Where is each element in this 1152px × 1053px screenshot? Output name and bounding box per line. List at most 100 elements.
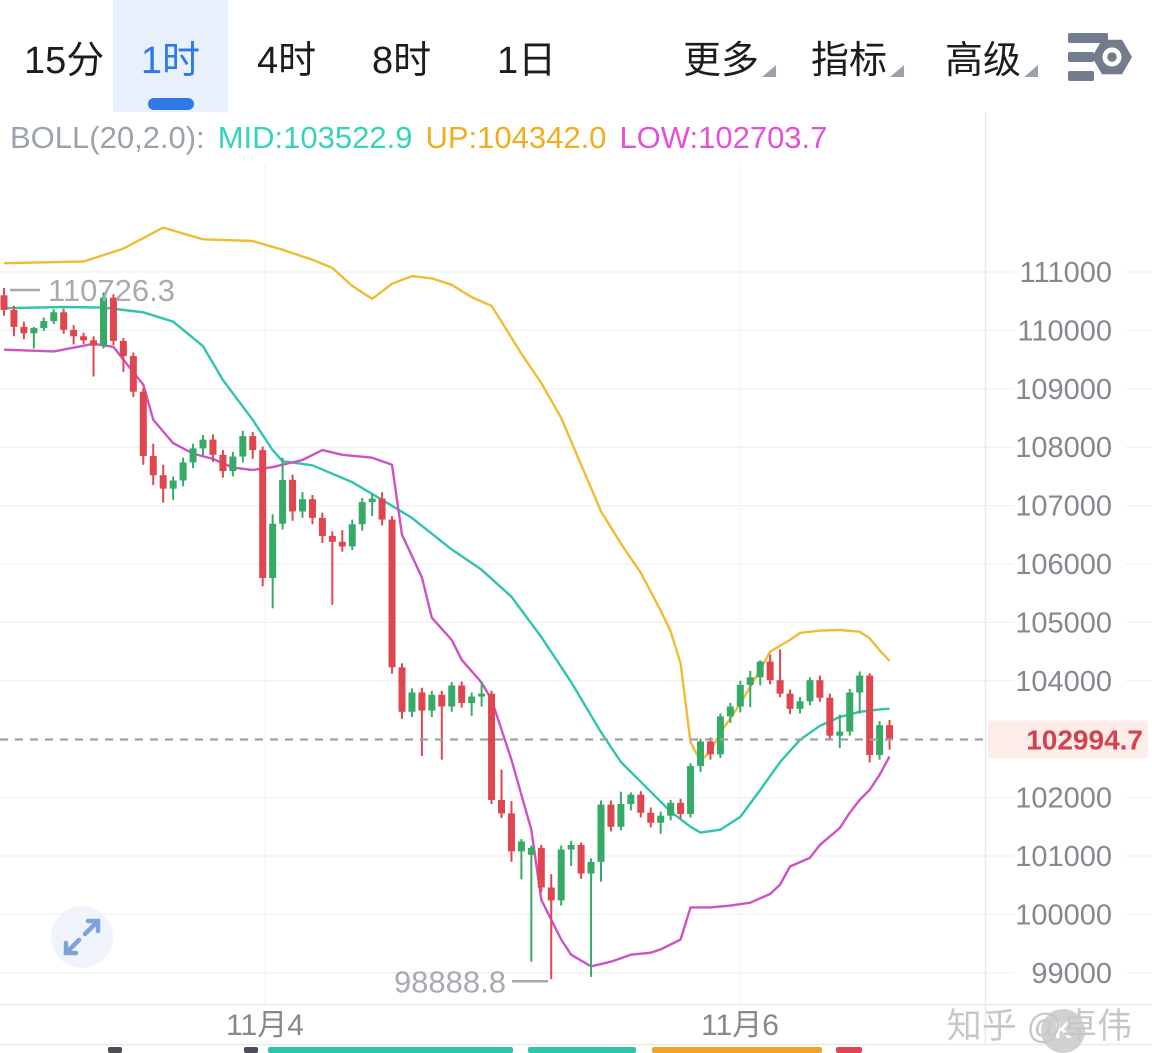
candle-body [60, 312, 68, 330]
timeframe-tabbar: 15分 1时 4时 8时 1日 更多 指标 高级 [0, 0, 1152, 112]
candle-body [726, 706, 734, 717]
chart-settings-button[interactable] [1066, 26, 1138, 90]
clipped-volume-row-fragment [652, 1047, 822, 1053]
boll-legend-row: BOLL(20,2.0): MID:103522.9 UP:104342.0 L… [10, 112, 827, 164]
expand-arrows-icon [63, 918, 101, 956]
candle-body [209, 439, 217, 455]
candle-body [886, 725, 894, 740]
tick-label-bg [1014, 663, 1126, 698]
candle-body [736, 684, 744, 707]
tick-label-bg [1014, 780, 1126, 815]
dropdown-caret-icon [890, 65, 905, 77]
tab-1hour[interactable]: 1时 [113, 0, 228, 112]
y-axis-tick-label: 102000 [1015, 783, 1112, 815]
candle-body [697, 741, 704, 767]
candle-body [677, 802, 685, 814]
candle-body [318, 517, 326, 536]
candle-body [478, 693, 486, 697]
candle-body [20, 326, 28, 334]
candle-body [587, 861, 595, 874]
candle-body [70, 329, 78, 337]
candle-body [259, 450, 267, 579]
fullscreen-button[interactable] [51, 906, 113, 968]
candle-body [706, 741, 714, 755]
tab-label: 1日 [497, 39, 557, 82]
candle-body [299, 499, 306, 512]
candle-body [189, 448, 197, 463]
candle-body [179, 462, 187, 481]
candle-body [557, 849, 565, 901]
candle-body [80, 336, 88, 341]
tab-15min[interactable]: 15分 [24, 0, 104, 112]
candle-body [100, 297, 107, 346]
candle-body [199, 439, 207, 449]
candle-body [10, 309, 18, 327]
last-price-badge: 102994.7 [1026, 725, 1143, 756]
tab-indicators-dropdown[interactable]: 指标 [811, 0, 905, 112]
y-axis-tick-label: 104000 [1015, 666, 1112, 698]
candle-body [846, 692, 854, 732]
tab-more-dropdown[interactable]: 更多 [683, 0, 777, 112]
x-axis-tick-label: 11月6 [701, 1009, 779, 1042]
candle-body [269, 523, 277, 579]
candle-body [378, 498, 386, 520]
candle-body [617, 804, 625, 827]
tick-label-bg [1014, 605, 1126, 640]
active-tab-indicator [147, 98, 194, 110]
tab-advanced-dropdown[interactable]: 高级 [945, 0, 1039, 112]
watermark-badge: K [1041, 1009, 1085, 1053]
boll-low-value: LOW:102703.7 [619, 120, 828, 155]
y-axis-tick-label: 107000 [1015, 491, 1112, 523]
candle-body [468, 696, 476, 703]
candle-body [876, 725, 884, 755]
candle-body [159, 475, 167, 489]
tab-label: 15分 [24, 39, 105, 82]
clipped-volume-row-fragment [836, 1047, 862, 1053]
candle-body [109, 297, 117, 341]
candle-body [597, 804, 605, 862]
candle-body [627, 794, 635, 805]
candle-body [90, 340, 98, 346]
list-gear-icon [1068, 33, 1132, 81]
tick-label-bg [1014, 897, 1126, 932]
candle-body [219, 454, 227, 472]
candle-body [517, 841, 525, 852]
candle-body [119, 340, 127, 357]
tick-label-bg [1014, 255, 1126, 289]
candle-body [40, 321, 48, 329]
tab-8hour[interactable]: 8时 [372, 0, 431, 112]
candle-body [498, 799, 505, 814]
candle-body [527, 847, 535, 855]
tab-label: 更多 [683, 39, 760, 82]
candle-body [786, 693, 794, 709]
tick-label-bg [1014, 430, 1126, 465]
candle-body [388, 519, 396, 668]
candle-body [756, 661, 764, 678]
tab-label: 4时 [257, 39, 317, 82]
candle-body [289, 479, 297, 512]
candle-body [0, 295, 8, 310]
y-axis-tick-label: 108000 [1015, 432, 1112, 464]
candle-body [249, 436, 257, 451]
tab-4hour[interactable]: 4时 [257, 0, 316, 112]
candle-body [856, 675, 864, 693]
tab-label: 8时 [372, 39, 432, 82]
candle-body [279, 479, 287, 524]
candle-body [50, 312, 58, 322]
tab-label: 指标 [811, 39, 888, 82]
candle-body [30, 328, 38, 334]
candle-body [547, 887, 555, 901]
candle-body [647, 812, 655, 823]
tab-label: 高级 [945, 39, 1022, 82]
x-axis-tick-label: 11月4 [226, 1009, 304, 1042]
tab-1day[interactable]: 1日 [497, 0, 556, 112]
y-axis-tick-label: 111000 [1020, 257, 1112, 289]
y-axis-tick-label: 105000 [1015, 607, 1112, 639]
candle-body [239, 436, 247, 457]
candle-body [418, 692, 426, 711]
candle-body [448, 685, 456, 707]
candle-body [368, 498, 376, 503]
low-annotation-label: 98888.8 [394, 964, 506, 999]
candle-body [408, 692, 416, 712]
